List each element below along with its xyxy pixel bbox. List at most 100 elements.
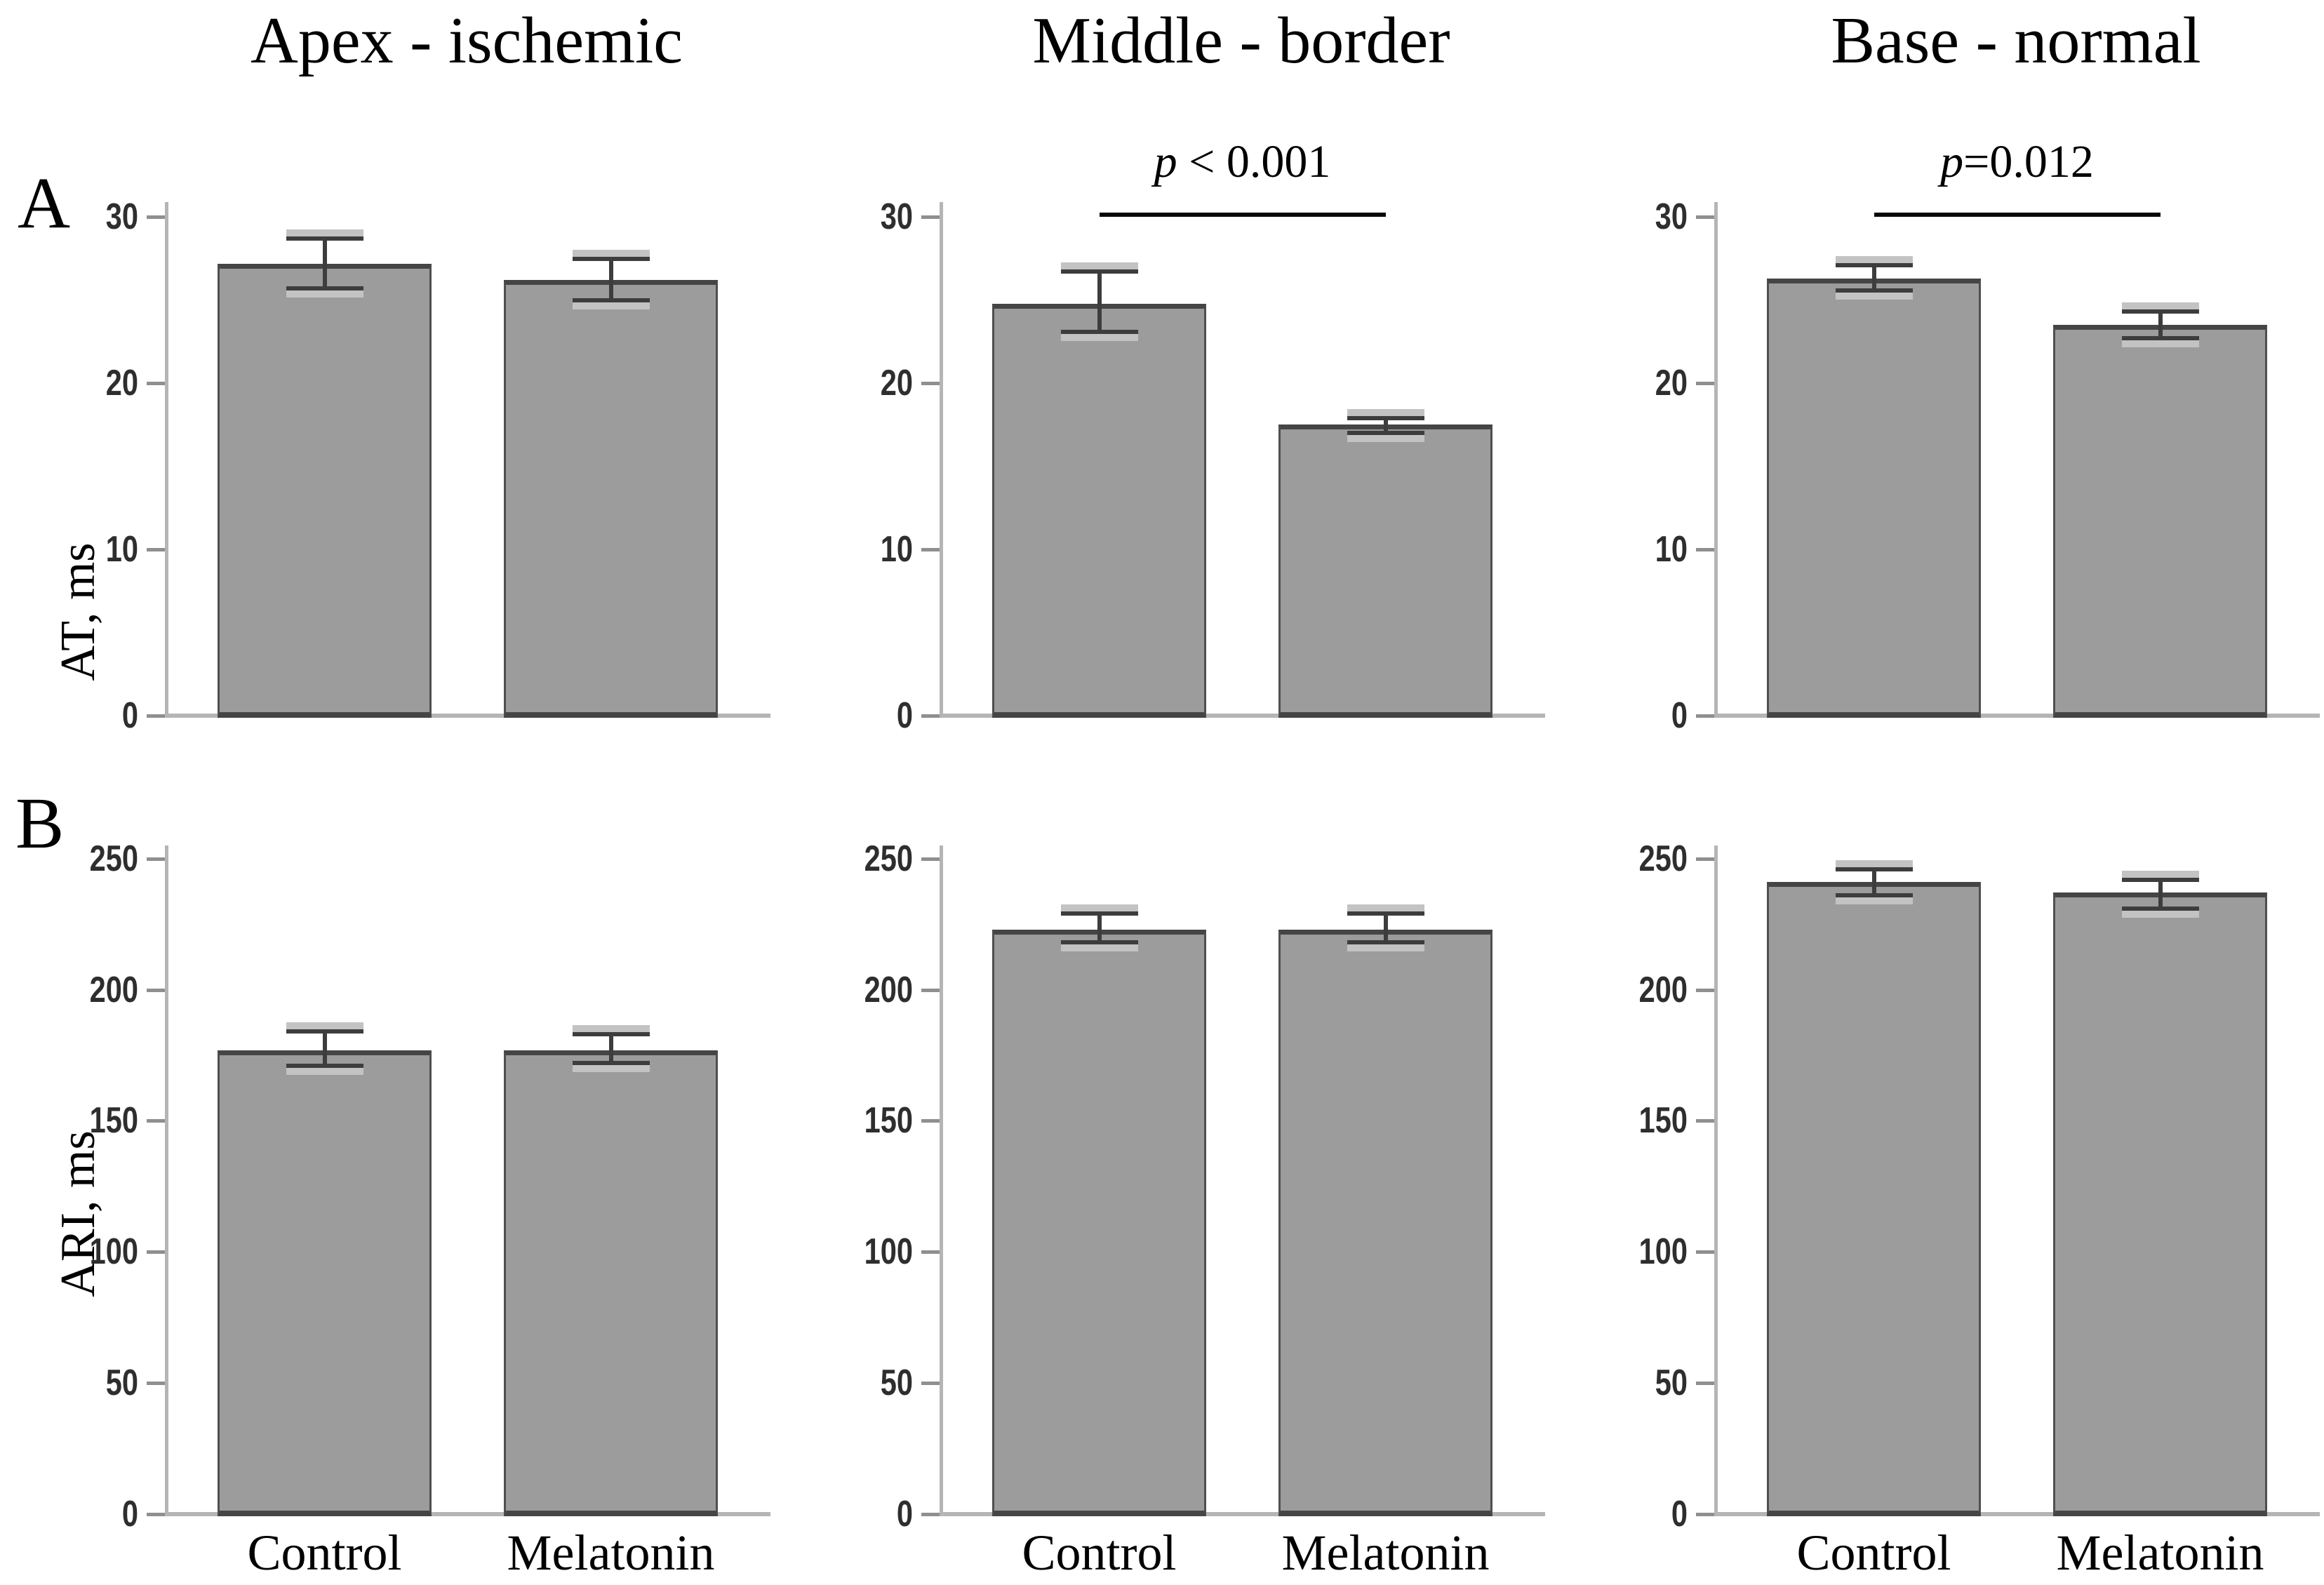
- error-bar-cap-light: [1835, 256, 1913, 264]
- error-bar-cap: [1347, 911, 1424, 916]
- error-bar-stem: [1383, 914, 1388, 943]
- error-bar-cap: [572, 1032, 650, 1037]
- error-bar-cap: [1060, 911, 1138, 916]
- y-axis-line: [1714, 845, 1718, 1516]
- y-tick-label: 50: [880, 1363, 913, 1404]
- y-tick-mark: [921, 714, 940, 718]
- column-title-apex-ischemic: Apex - ischemic: [250, 4, 683, 77]
- error-bar-cap: [2121, 309, 2199, 314]
- y-tick-label: 20: [1655, 363, 1688, 404]
- error-bar-cap-light: [1835, 860, 1913, 867]
- error-bar-stem: [1383, 417, 1388, 434]
- error-bar-cap: [2121, 906, 2199, 911]
- error-bar-cap: [286, 1029, 363, 1034]
- y-tick-mark: [1696, 382, 1714, 386]
- y-tick-label: 10: [880, 529, 913, 570]
- p-symbol: p: [1940, 136, 1964, 187]
- y-tick-mark: [1696, 1513, 1714, 1516]
- error-bar-cap-light: [572, 249, 650, 257]
- y-tick-mark: [147, 548, 165, 552]
- p-value-text: < 0.001: [1177, 136, 1331, 187]
- y-tick-mark: [147, 857, 165, 861]
- error-bar-cap: [1060, 329, 1138, 334]
- bar-control: [218, 1050, 432, 1516]
- y-tick-label: 50: [1655, 1363, 1688, 1404]
- error-bar-cap-light: [286, 229, 363, 237]
- error-bar-cap: [286, 236, 363, 241]
- significance-line: [1099, 213, 1386, 217]
- error-bar-cap: [1347, 431, 1424, 436]
- x-axis-baseline: [940, 1512, 1545, 1516]
- y-tick-label: 200: [89, 969, 138, 1010]
- error-bar-cap-light: [1835, 292, 1913, 300]
- error-bar-cap-light: [1835, 897, 1913, 904]
- y-tick-label: 150: [1638, 1100, 1688, 1142]
- error-bar-cap-light: [1060, 904, 1138, 912]
- error-bar-cap: [1060, 940, 1138, 945]
- y-tick-mark: [921, 382, 940, 386]
- error-bar-cap-light: [572, 1065, 650, 1073]
- error-bar-cap: [286, 1063, 363, 1068]
- y-tick-label: 250: [1638, 838, 1688, 879]
- error-bar-cap: [2121, 336, 2199, 341]
- y-tick-mark: [921, 548, 940, 552]
- x-label-control: Control: [1022, 1525, 1177, 1581]
- x-label-control: Control: [1796, 1525, 1951, 1581]
- y-tick-label: 250: [89, 838, 138, 879]
- y-tick-label: 100: [1638, 1231, 1688, 1273]
- column-title-middle-border: Middle - border: [1032, 4, 1450, 77]
- error-bar-cap-light: [1347, 408, 1424, 416]
- y-tick-label: 10: [1655, 529, 1688, 570]
- y-tick-label: 50: [105, 1363, 138, 1404]
- y-tick-label: 20: [880, 363, 913, 404]
- panel-label-a: A: [18, 163, 71, 243]
- y-tick-label: 30: [1655, 196, 1688, 238]
- error-bar-cap: [286, 286, 363, 291]
- error-bar-stem: [2158, 879, 2163, 909]
- y-tick-label: 150: [89, 1100, 138, 1142]
- y-tick-mark: [147, 988, 165, 992]
- y-tick-mark: [147, 1513, 165, 1516]
- bar-control: [1767, 278, 1981, 718]
- y-tick-mark: [147, 382, 165, 386]
- error-bar-cap: [1835, 288, 1913, 293]
- error-bar-cap-light: [1060, 944, 1138, 952]
- error-bar-cap: [1347, 940, 1424, 945]
- error-bar-cap-light: [286, 1067, 363, 1075]
- y-tick-mark: [921, 1513, 940, 1516]
- error-bar-cap: [1835, 893, 1913, 897]
- x-axis-baseline: [1714, 1512, 2320, 1516]
- y-tick-label: 200: [864, 969, 913, 1010]
- y-tick-label: 0: [121, 1494, 138, 1534]
- error-bar-cap-light: [572, 1025, 650, 1033]
- y-tick-label: 30: [880, 196, 913, 238]
- column-title-base-normal: Base - normal: [1831, 4, 2201, 77]
- significance-line: [1874, 213, 2161, 217]
- x-axis-baseline: [1714, 714, 2320, 718]
- p-value-label: p=0.012: [1793, 139, 2242, 185]
- error-bar-cap: [2121, 877, 2199, 882]
- error-bar-cap-light: [1347, 904, 1424, 912]
- error-bar-cap: [1835, 263, 1913, 268]
- y-tick-label: 20: [105, 363, 138, 404]
- error-bar-cap-light: [1060, 333, 1138, 341]
- bar-control: [1767, 882, 1981, 1516]
- y-axis-line: [940, 845, 943, 1516]
- y-tick-label: 200: [1638, 969, 1688, 1010]
- y-tick-label: 250: [864, 838, 913, 879]
- y-tick-mark: [1696, 215, 1714, 220]
- error-bar-stem: [1097, 272, 1102, 332]
- bar-melatonin: [2053, 892, 2267, 1516]
- y-axis-line: [165, 845, 168, 1516]
- bar-control: [218, 263, 432, 718]
- error-bar-cap-light: [2121, 340, 2199, 348]
- error-bar-cap: [1347, 415, 1424, 420]
- x-axis-baseline: [940, 714, 1545, 718]
- y-tick-mark: [1696, 1382, 1714, 1386]
- error-bar-stem: [322, 1031, 327, 1066]
- y-tick-mark: [921, 215, 940, 220]
- x-axis-baseline: [165, 714, 770, 718]
- y-tick-mark: [1696, 714, 1714, 718]
- error-bar-stem: [608, 258, 613, 300]
- y-axis-line: [165, 202, 168, 718]
